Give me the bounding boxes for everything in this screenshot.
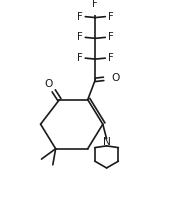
Text: F: F — [77, 53, 83, 63]
Text: N: N — [103, 137, 111, 147]
Text: O: O — [111, 73, 120, 83]
Text: O: O — [45, 79, 53, 89]
Text: F: F — [92, 0, 98, 9]
Text: F: F — [108, 12, 114, 22]
Text: F: F — [108, 53, 114, 63]
Text: F: F — [77, 32, 83, 42]
Text: F: F — [108, 32, 114, 42]
Text: F: F — [77, 12, 83, 22]
